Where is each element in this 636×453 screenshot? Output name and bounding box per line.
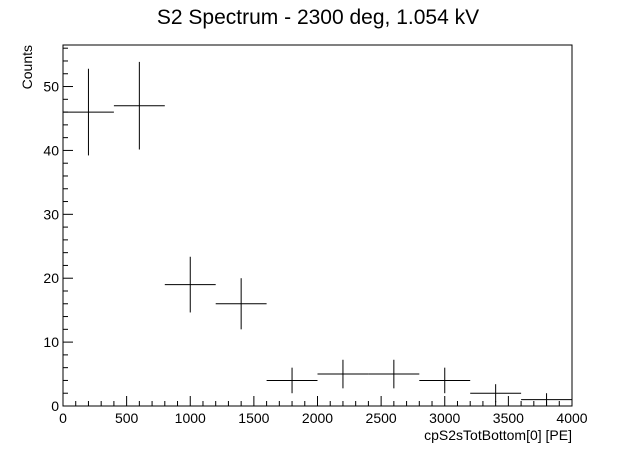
chart-title: S2 Spectrum - 2300 deg, 1.054 kV [157,6,479,29]
x-tick-label: 3000 [429,410,460,426]
x-tick-label: 2500 [366,410,397,426]
x-tick-label: 1000 [175,410,206,426]
x-tick-label: 4000 [556,410,587,426]
x-tick-label: 3500 [493,410,524,426]
histogram-bin [470,384,522,403]
histogram-bin [521,393,572,406]
histogram-bin [113,61,165,150]
x-tick-label: 1500 [238,410,269,426]
histogram-bin [266,367,318,394]
y-tick-label: 20 [43,270,59,286]
histogram-bins [63,61,572,406]
y-tick-label: 50 [43,79,59,95]
histogram-bin [317,359,369,389]
y-tick-label: 10 [43,334,59,350]
y-tick-label: 30 [43,206,59,222]
y-axis-ticks: 0 10 20 30 40 50 [43,47,73,414]
histogram-bin [419,367,471,394]
x-axis-title: cpS2sTotBottom[0] [PE] [424,427,572,443]
x-tick-label: 500 [115,410,139,426]
y-axis-title: Counts [19,45,35,89]
histogram-bin [63,68,114,156]
x-axis-ticks: 0 500 1000 1500 2000 2500 3000 3500 4000 [59,396,588,426]
y-tick-label: 0 [51,398,59,414]
x-tick-label: 0 [59,410,67,426]
y-tick-label: 40 [43,142,59,158]
x-tick-label: 2000 [302,410,333,426]
histogram-bin [215,278,267,330]
histogram-bin [164,256,216,313]
histogram-bin [368,359,420,389]
